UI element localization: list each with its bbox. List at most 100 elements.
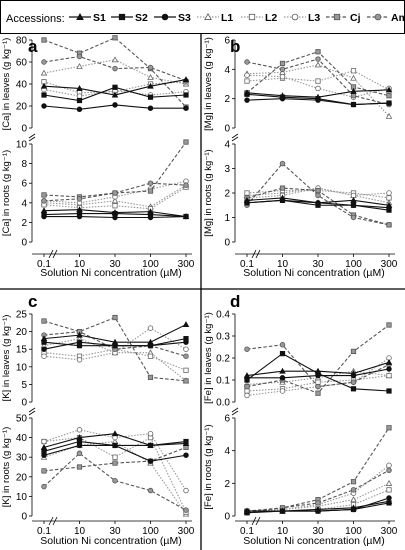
x-axis-label: Solution Ni concentration (µM) xyxy=(40,267,181,279)
data-point-cj xyxy=(76,464,83,470)
data-point-l1 xyxy=(314,61,322,68)
y-axis-label: [Ca] in roots (g kg⁻¹) xyxy=(1,150,12,236)
x-tick-label: 100 xyxy=(345,259,362,270)
data-point-l3 xyxy=(76,357,83,363)
legend-marker-l2 xyxy=(248,13,256,21)
data-point-s3 xyxy=(244,375,250,381)
data-point-cj xyxy=(386,93,392,99)
x-tick-label: 10 xyxy=(74,526,86,537)
legend-label-am: Am xyxy=(391,12,405,24)
y-tick-label: 80 xyxy=(16,36,28,47)
y-tick-label: 10 xyxy=(16,140,28,151)
data-point-l3 xyxy=(41,353,47,359)
series-l3 xyxy=(244,462,392,514)
x-tick-label: 300 xyxy=(178,259,195,270)
legend-label-s1: S1 xyxy=(93,12,106,24)
x-tick-label: 30 xyxy=(312,526,324,537)
y-tick-label: 40 xyxy=(16,80,28,91)
axis-break-mark xyxy=(52,516,58,526)
data-point-am xyxy=(147,64,154,71)
data-point-s3 xyxy=(147,458,154,464)
data-point-cj xyxy=(386,322,392,328)
series-l3 xyxy=(41,427,189,494)
series-s1 xyxy=(40,76,190,98)
legend-title: Accessions: xyxy=(6,13,65,25)
series-line-l2 xyxy=(43,436,187,513)
data-point-am xyxy=(315,192,321,199)
data-point-l3 xyxy=(279,73,286,80)
data-point-l2 xyxy=(315,379,321,385)
data-point-l2 xyxy=(244,78,250,84)
y-tick-label: 1 xyxy=(224,213,230,224)
series-line-l1 xyxy=(43,59,187,85)
series-s3 xyxy=(244,197,392,211)
data-point-l3 xyxy=(183,346,189,352)
y-tick-label: 5 xyxy=(21,380,27,391)
data-point-l2 xyxy=(315,78,321,84)
data-point-l3 xyxy=(279,388,286,394)
data-point-l3 xyxy=(244,392,250,399)
data-point-s3 xyxy=(315,508,321,514)
data-point-cj xyxy=(147,188,154,194)
legend-item-s1: S1 xyxy=(69,12,106,24)
x-tick-label: 10 xyxy=(277,259,289,270)
legend-marker-cj xyxy=(333,13,341,21)
y-tick-label: 20 xyxy=(16,327,28,338)
y-tick-label: 0.1 xyxy=(216,376,230,387)
panel-c: c 0 5 10 15 20 25 [K] in leaves (g kg⁻¹) 0 10 20 30… xyxy=(1,292,195,547)
data-point-am xyxy=(279,342,286,348)
series-cj xyxy=(41,139,189,200)
subplot-a-leaves: 0 20 40 60 80 [Ca] in leaves (g kg⁻¹) xyxy=(1,35,190,142)
data-point-l1 xyxy=(111,56,119,63)
data-point-cj xyxy=(41,37,47,43)
data-point-s1 xyxy=(111,91,119,98)
legend-label-cj: Cj xyxy=(350,12,361,24)
axis-break-mark xyxy=(48,249,54,259)
data-point-cj xyxy=(112,460,118,466)
x-tick-label: 10 xyxy=(74,259,86,270)
data-point-s1 xyxy=(385,358,393,365)
series-l1 xyxy=(40,438,190,517)
series-l3 xyxy=(244,72,392,100)
data-point-am xyxy=(41,483,47,490)
data-point-s3 xyxy=(76,213,83,220)
data-point-s3 xyxy=(41,346,47,352)
axis-break-mark xyxy=(231,136,239,142)
data-point-am xyxy=(147,180,154,186)
data-point-s3 xyxy=(41,103,47,109)
legend-label-s2: S2 xyxy=(135,12,148,24)
data-point-am xyxy=(279,66,286,73)
series-s3 xyxy=(244,366,392,381)
data-point-cj xyxy=(315,187,321,194)
y-tick-label: 0.3 xyxy=(216,332,230,343)
data-point-cj xyxy=(41,192,47,198)
data-point-s3 xyxy=(350,101,357,108)
axis-break-mark xyxy=(251,249,257,259)
data-point-s1 xyxy=(279,367,286,374)
x-tick-label: 0.1 xyxy=(37,526,51,537)
y-tick-label: 15 xyxy=(16,345,28,356)
data-point-s3 xyxy=(112,214,118,221)
data-point-s1 xyxy=(147,82,154,89)
data-point-l3 xyxy=(76,93,83,99)
data-point-cj xyxy=(315,390,321,396)
data-point-l1 xyxy=(40,69,48,76)
data-point-s3 xyxy=(315,200,321,206)
series-cj xyxy=(244,425,392,514)
panel-a: a 0 20 40 60 80 [Ca] in leaves (g kg⁻¹) 0 2 4 6 8 10… xyxy=(1,35,195,279)
data-point-s1 xyxy=(76,84,83,91)
data-point-s3 xyxy=(112,442,118,449)
data-point-s3 xyxy=(183,452,189,458)
data-point-s2 xyxy=(76,97,83,104)
y-axis-label: [K] in leaves (g kg⁻¹) xyxy=(1,315,12,402)
y-axis-label: [K] in roots (g kg⁻¹) xyxy=(1,427,12,508)
data-point-s2 xyxy=(41,92,47,98)
data-point-am xyxy=(315,383,321,390)
data-point-l1 xyxy=(385,112,393,119)
series-s3 xyxy=(41,339,189,352)
data-point-l3 xyxy=(41,438,47,445)
legend-item-l1: L1 xyxy=(197,12,233,24)
y-tick-label: 4 xyxy=(224,140,230,151)
data-point-s3 xyxy=(147,342,154,349)
